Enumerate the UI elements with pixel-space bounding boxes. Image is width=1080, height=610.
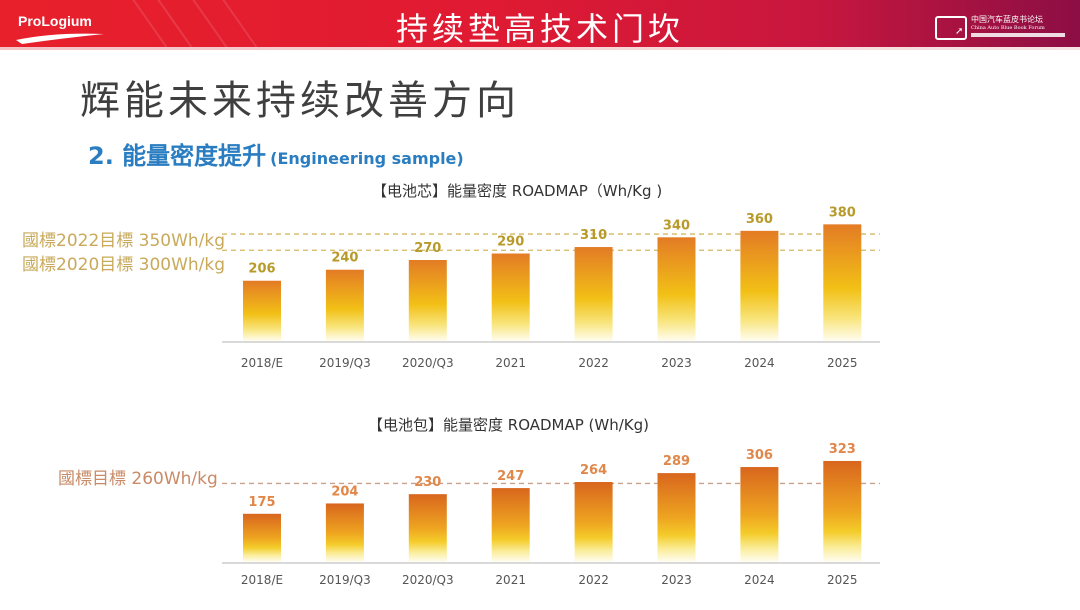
cell-category-label: 2018/E	[241, 356, 283, 370]
pack-category-label: 2022	[578, 573, 609, 587]
cell-bar	[823, 224, 862, 341]
cell-chart-title: 【电池芯】能量密度 ROADMAP（Wh/Kg )	[372, 182, 663, 200]
pack-bar	[574, 482, 613, 562]
pack-bar	[740, 467, 779, 562]
pack-data-label: 264	[580, 463, 607, 478]
cell-bar	[574, 247, 613, 341]
cell-target-label-2020: 國標2020目標 300Wh/kg	[22, 255, 226, 275]
pack-category-label: 2019/Q3	[319, 573, 371, 587]
forum-logo: ➚ 中国汽车蓝皮书论坛 China Auto Blue Book Forum	[933, 12, 1073, 42]
forum-name-cn: 中国汽车蓝皮书论坛	[971, 15, 1043, 24]
pack-bar	[823, 460, 862, 562]
cell-bar	[657, 237, 696, 341]
pack-category-label: 2021	[495, 573, 526, 587]
page-title: 辉能未来持续改善方向	[80, 78, 520, 124]
cell-data-label: 270	[414, 241, 441, 256]
cell-category-label: 2023	[661, 356, 692, 370]
header-title: 持续垫高技术门坎	[395, 10, 684, 48]
pack-data-label: 306	[746, 448, 773, 463]
cell-data-label: 206	[248, 262, 275, 277]
cell-data-label: 290	[497, 235, 524, 250]
cell-data-label: 340	[663, 218, 690, 233]
pack-category-label: 2020/Q3	[402, 573, 454, 587]
pack-data-label: 247	[497, 469, 524, 484]
section-title: 2. 能量密度提升 (Engineering sample)	[88, 136, 464, 171]
pack-chart: 175 2018/E 204 2019/Q3 230 2020/Q3 247 2021 264 2…	[222, 442, 880, 587]
pack-category-label: 2018/E	[241, 573, 283, 587]
pack-data-label: 323	[829, 442, 856, 457]
cell-bar	[491, 253, 530, 341]
pack-data-label: 204	[331, 484, 358, 499]
cell-category-label: 2024	[744, 356, 775, 370]
logo-text: ProLogium	[18, 13, 92, 29]
cell-chart: 206 2018/E 240 2019/Q3 270 2020/Q3 290 2021 310 2…	[222, 205, 880, 370]
pack-bar	[243, 513, 281, 562]
prologium-logo: ProLogium	[14, 10, 114, 44]
forum-name-en: China Auto Blue Book Forum	[971, 25, 1045, 31]
cursor-icon: ➚	[955, 26, 964, 37]
cell-category-label: 2025	[827, 356, 858, 370]
pack-bar	[408, 494, 447, 562]
pack-bar	[491, 488, 530, 562]
cell-data-label: 360	[746, 212, 773, 227]
cell-data-label: 380	[829, 205, 856, 220]
section-heading: 2. 能量密度提升	[88, 142, 267, 170]
section-subtitle: (Engineering sample)	[270, 149, 464, 168]
pack-target-label: 國標目標 260Wh/kg	[58, 469, 218, 489]
pack-chart-title: 【电池包】能量密度 ROADMAP (Wh/Kg)	[368, 416, 650, 434]
pack-category-label: 2024	[744, 573, 775, 587]
cell-category-label: 2022	[578, 356, 609, 370]
cell-bar	[243, 280, 281, 341]
pack-data-label: 289	[663, 454, 690, 469]
pack-bar	[325, 503, 364, 562]
pack-category-label: 2025	[827, 573, 858, 587]
cell-category-label: 2019/Q3	[319, 356, 371, 370]
cell-category-label: 2021	[495, 356, 526, 370]
cell-target-label-2022: 國標2022目標 350Wh/kg	[22, 231, 226, 251]
header-banner: ProLogium 持续垫高技术门坎 ➚ 中国汽车蓝皮书论坛 China Aut…	[0, 0, 1080, 50]
cell-bar	[325, 269, 364, 341]
cell-data-label: 240	[331, 251, 358, 266]
pack-data-label: 230	[414, 475, 441, 490]
forum-logo-bar	[971, 33, 1065, 37]
pack-category-label: 2023	[661, 573, 692, 587]
cell-data-label: 310	[580, 228, 607, 243]
cell-bar	[408, 260, 447, 341]
pack-bar	[657, 473, 696, 562]
logo-swoosh-icon	[16, 33, 104, 44]
cell-category-label: 2020/Q3	[402, 356, 454, 370]
cell-bar	[740, 230, 779, 341]
screen-icon	[935, 16, 967, 40]
pack-data-label: 175	[248, 495, 275, 510]
